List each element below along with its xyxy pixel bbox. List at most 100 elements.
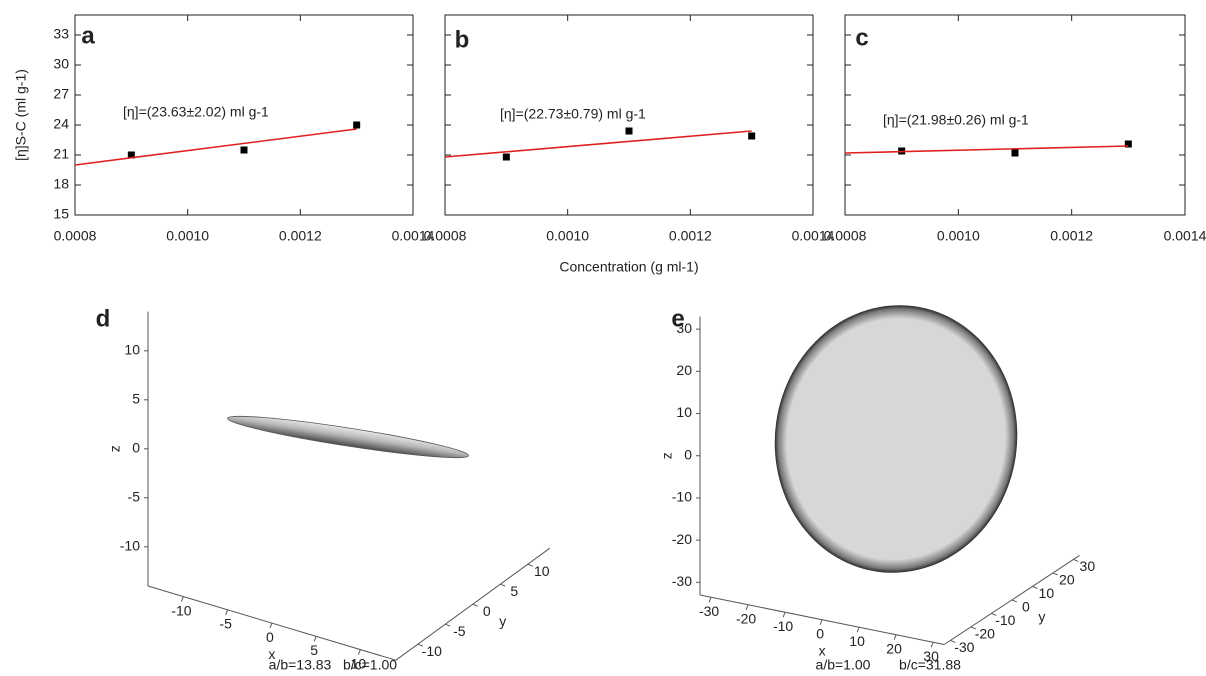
y-tick [472, 603, 478, 607]
z-tick-label: 10 [676, 404, 692, 420]
z-tick-label: 20 [676, 362, 692, 378]
y-tick-label: 30 [1080, 558, 1096, 574]
y-tick [991, 612, 997, 616]
data-point [748, 132, 756, 140]
data-point [353, 121, 361, 129]
z-tick-label: 0 [132, 440, 140, 456]
panel-label: c [855, 24, 868, 51]
y-axis-label: [η]S-C (ml g-1) [13, 69, 29, 161]
data-point [502, 153, 510, 161]
oblate-ellipsoid [774, 305, 1018, 573]
annotation: [η]=(23.63±2.02) ml g-1 [123, 104, 269, 120]
y-tick [970, 626, 977, 630]
annotation: a/b=1.00 [816, 657, 871, 673]
z-tick-label: 0 [684, 446, 692, 462]
y-tick [1052, 572, 1059, 576]
x-tick-label: 0.0012 [669, 228, 712, 244]
x-tick-label: 0.0012 [1050, 228, 1093, 244]
panel-label: a [81, 22, 95, 49]
y-tick [500, 583, 506, 587]
x-tick [782, 612, 786, 618]
y-tick-label: 5 [510, 583, 518, 599]
panel-label: d [96, 305, 111, 332]
y-tick-label: 30 [53, 56, 69, 72]
x-tick [269, 622, 273, 629]
x-tick [893, 634, 897, 640]
y-tick-label: 33 [53, 26, 69, 42]
y-tick [1073, 558, 1079, 562]
y-tick-label: 0 [1022, 599, 1030, 615]
x-tick-label: -10 [773, 618, 793, 634]
data-point [1124, 140, 1132, 148]
data-point [127, 151, 135, 159]
y-tick-label: 10 [534, 563, 550, 579]
x-tick-label: 10 [351, 655, 367, 671]
y-tick-label: 21 [53, 146, 69, 162]
annotation: b/c=31.88 [899, 657, 961, 673]
x-tick-label: -10 [171, 602, 191, 618]
y-tick [417, 643, 423, 647]
y-tick [445, 623, 451, 627]
y-tick-label: -10 [422, 643, 442, 659]
x-tick [180, 596, 184, 602]
y-tick-label: 0 [483, 603, 491, 619]
y-tick-label: 15 [53, 206, 69, 222]
y-tick-label: -5 [453, 623, 466, 639]
x-tick [745, 604, 749, 610]
panel-label: b [455, 26, 470, 53]
z-tick-label: -20 [672, 531, 692, 547]
annotation: b/c=1.00 [343, 657, 397, 673]
y-tick-label: 27 [53, 86, 69, 102]
y-tick [527, 563, 533, 567]
fit-line [844, 145, 1129, 154]
x-tick-label: 0.0014 [392, 228, 435, 244]
x-tick-label: -5 [219, 616, 232, 632]
fit-line [74, 128, 357, 166]
z-tick-label: 5 [132, 391, 140, 407]
y-tick-label: 18 [53, 176, 69, 192]
plot-frame [74, 14, 414, 216]
x-tick [856, 627, 860, 633]
z-axis-label: z [659, 452, 675, 459]
y-tick [1032, 585, 1038, 589]
y-tick [1011, 599, 1018, 603]
y-tick-label: -10 [995, 612, 1015, 628]
x-tick-label: 0.0010 [937, 228, 980, 244]
z-axis-label: z [107, 445, 123, 452]
y-tick-label: 10 [1039, 585, 1055, 601]
data-point [240, 146, 248, 154]
plot-frame [444, 14, 814, 216]
x-tick-label: 0.0008 [54, 228, 97, 244]
prolate-ellipsoid [227, 415, 469, 459]
fit-line [444, 130, 752, 158]
x-tick-label: 0.0012 [279, 228, 322, 244]
x-axis-label: x [819, 642, 826, 658]
y-tick-label: 20 [1059, 572, 1075, 588]
z-tick-label: -10 [672, 489, 692, 505]
y-tick-label: -30 [954, 639, 974, 655]
x-tick-label: -20 [736, 610, 756, 626]
x-tick-label: -30 [699, 603, 719, 619]
z-tick-label: -10 [120, 538, 140, 554]
x-tick-label: 0.0010 [166, 228, 209, 244]
annotation: [η]=(21.98±0.26) ml g-1 [883, 112, 1029, 128]
x-tick-label: 0.0008 [424, 228, 467, 244]
annotation: [η]=(22.73±0.79) ml g-1 [500, 106, 646, 122]
annotation: a/b=13.83 [269, 657, 332, 673]
x-tick [357, 649, 361, 655]
x-tick-label: 10 [849, 633, 865, 649]
x-tick-label: 0.0010 [546, 228, 589, 244]
z-tick-label: 10 [124, 342, 140, 358]
x-tick [930, 642, 934, 648]
z-tick-label: 30 [676, 320, 692, 336]
x-tick [708, 597, 712, 603]
x-tick-label: 0.0008 [824, 228, 867, 244]
y-tick-label: 24 [53, 116, 69, 132]
x-tick-label: 0 [266, 629, 274, 645]
x-tick [225, 609, 229, 616]
x-tick [819, 619, 823, 625]
y-tick-label: -20 [975, 626, 995, 642]
x-tick-label: 0 [816, 625, 824, 641]
